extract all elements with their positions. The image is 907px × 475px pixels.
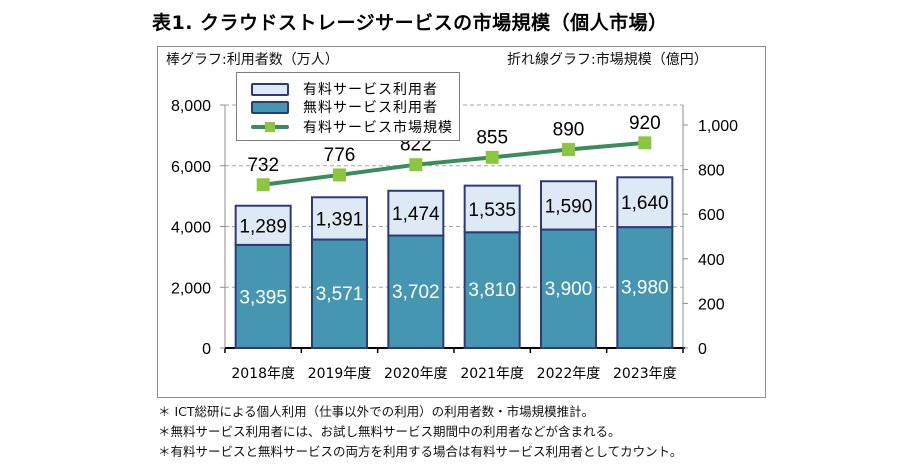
bar-paid-users <box>311 196 368 241</box>
label-paid-users: 1,289 <box>239 216 287 237</box>
market-size-marker <box>409 158 423 172</box>
data-labels: 3,395 1,289 3,571 1,391 3,702 1,474 3,810 1,535… <box>239 113 668 309</box>
market-size-marker <box>638 136 652 150</box>
label-paid-users: 1,640 <box>621 193 669 214</box>
bar-paid-users <box>463 184 521 234</box>
label-free-users: 3,810 <box>468 280 516 301</box>
legend-label: 有料サービス市場規模 <box>303 120 453 136</box>
bar-free-users <box>311 238 368 349</box>
legend: 有料サービス利用者 無料サービス利用者 有料サービス市場規模 <box>236 72 460 141</box>
market-size-polyline <box>262 140 646 187</box>
right-tick-label: 1,000 <box>698 118 738 135</box>
x-tick-label: 2021年度 <box>460 366 524 382</box>
footnote: ＊ ICT総研による個人利用（仕事以外での利用）の利用者数・市場規模推計。 <box>158 404 595 419</box>
x-tick-label: 2022年度 <box>537 366 601 382</box>
legend-item-market-size: 有料サービス市場規模 <box>251 117 453 137</box>
right-tick-label: 200 <box>698 296 725 313</box>
label-market-size: 855 <box>476 127 508 148</box>
market-size-line-swatch <box>251 120 289 134</box>
market-size-line <box>256 136 652 192</box>
axes <box>220 104 688 353</box>
label-market-size: 920 <box>629 113 661 134</box>
label-market-size: 890 <box>553 120 585 141</box>
right-tick-label: 400 <box>698 252 725 269</box>
label-market-size: 732 <box>247 155 279 176</box>
bars <box>234 176 674 350</box>
right-tick-label: 800 <box>698 163 725 180</box>
right-tick-label: 600 <box>698 207 725 224</box>
market-size-marker <box>485 150 499 164</box>
bar-paid-users <box>540 180 597 231</box>
legend-item-free-users: 無料サービス利用者 <box>251 97 438 117</box>
bar-paid-users <box>387 189 445 237</box>
left-tick-label: 6,000 <box>171 159 211 176</box>
bar-free-users <box>616 226 674 349</box>
right-axis-title: 折れ線グラフ:市場規模（億円） <box>507 52 708 68</box>
bar-paid-users <box>616 176 674 229</box>
bar-free-users <box>540 228 597 350</box>
x-tick-label: 2018年度 <box>231 366 295 382</box>
label-free-users: 3,980 <box>621 278 669 299</box>
paid-users-swatch <box>251 82 289 96</box>
bar-free-users <box>463 231 521 350</box>
label-paid-users: 1,590 <box>545 196 593 217</box>
tick-labels: 0 2,000 4,000 6,000 8,000 0 200 400 600 800 1,000 2… <box>171 98 738 382</box>
label-market-size: 776 <box>324 145 356 166</box>
chart-title: 表1. クラウドストレージサービスの市場規模（個人市場） <box>152 12 668 34</box>
bar-paid-users <box>234 204 292 246</box>
chart-frame <box>157 46 766 398</box>
market-size-marker <box>256 178 270 192</box>
left-axis-title: 棒グラフ:利用者数（万人） <box>166 52 339 68</box>
footnote: ＊無料サービス利用者には、お試し無料サービス期間中の利用者などが含まれる。 <box>158 424 621 439</box>
label-free-users: 3,395 <box>239 287 287 308</box>
gridlines <box>225 104 683 288</box>
x-tick-label: 2019年度 <box>308 366 372 382</box>
market-size-marker <box>333 168 346 182</box>
legend-label: 有料サービス利用者 <box>303 82 438 98</box>
left-tick-label: 0 <box>202 341 211 358</box>
label-paid-users: 1,391 <box>316 209 364 230</box>
label-free-users: 3,571 <box>316 284 364 305</box>
bar-free-users <box>387 234 445 349</box>
legend-item-paid-users: 有料サービス利用者 <box>251 79 438 99</box>
free-users-swatch <box>251 100 289 114</box>
legend-label: 無料サービス利用者 <box>303 100 438 116</box>
footnotes: ＊ ICT総研による個人利用（仕事以外での利用）の利用者数・市場規模推計。 ＊無… <box>158 402 682 462</box>
x-tick-label: 2020年度 <box>384 366 448 382</box>
right-tick-label: 0 <box>698 341 707 358</box>
left-tick-label: 4,000 <box>171 220 211 237</box>
label-paid-users: 1,535 <box>468 200 516 221</box>
footnote: ＊有料サービスと無料サービスの両方を利用する場合は有料サービス利用者としてカウン… <box>158 444 683 459</box>
x-tick-label: 2023年度 <box>613 366 677 382</box>
left-tick-label: 2,000 <box>171 280 211 297</box>
label-free-users: 3,900 <box>545 279 593 300</box>
left-tick-label: 8,000 <box>171 98 211 115</box>
bar-free-users <box>234 243 292 349</box>
label-free-users: 3,702 <box>392 282 440 303</box>
label-paid-users: 1,474 <box>392 204 440 225</box>
market-size-marker <box>562 143 575 157</box>
